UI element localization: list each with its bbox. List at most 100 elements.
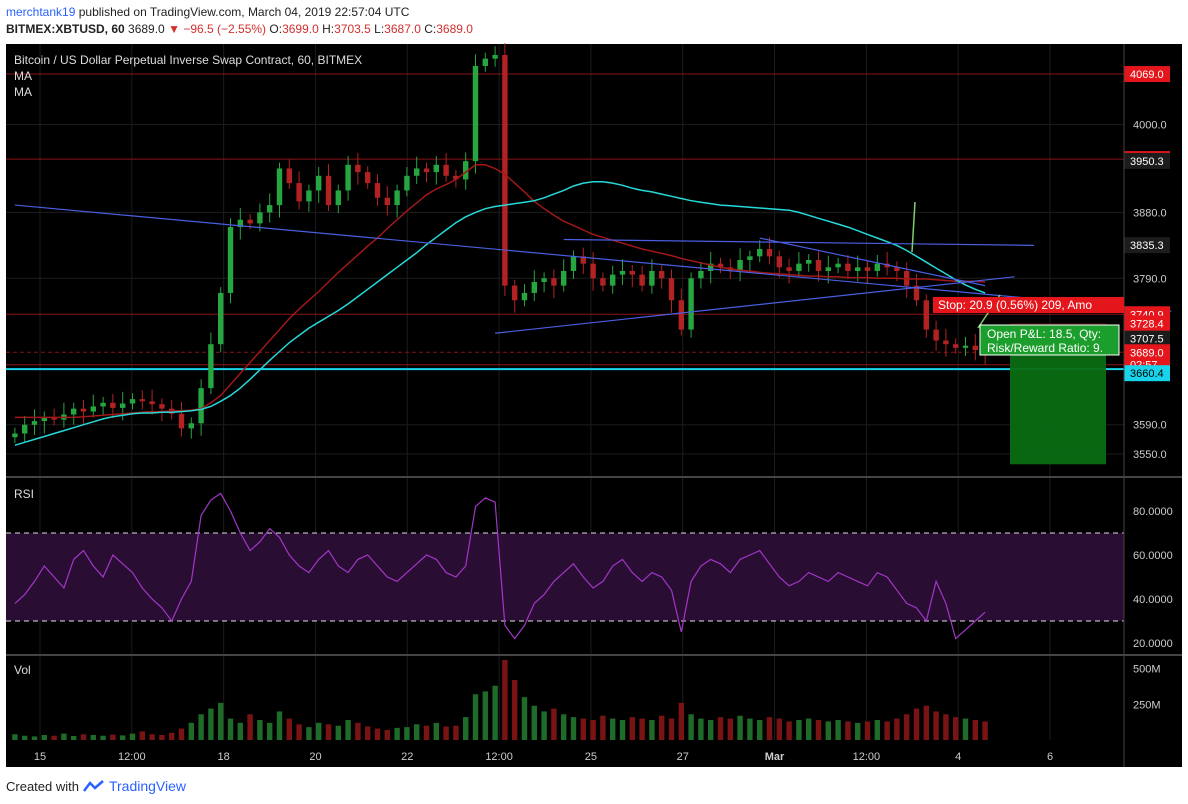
time-tick-label: 12:00 — [853, 751, 881, 763]
low-label: L: — [374, 22, 385, 36]
candle-body — [806, 260, 812, 264]
candle-body — [610, 274, 616, 286]
created-with-label: Created with — [6, 778, 79, 794]
volume-bar — [639, 718, 645, 740]
volume-bar — [512, 680, 518, 740]
volume-bar — [659, 715, 665, 740]
high-value: 3703.5 — [334, 22, 371, 36]
price-axis-marker — [1124, 344, 1170, 361]
chart-canvas[interactable]: 4000.0 3880.0 3790.0 3590.0 3550.0 15 12:00 18 2… — [0, 40, 1188, 767]
chart-title: Bitcoin / US Dollar Perpetual Inverse Sw… — [14, 53, 362, 67]
volume-bar — [796, 720, 802, 740]
volume-bar — [747, 718, 753, 740]
volume-bar — [757, 720, 763, 740]
candle-body — [443, 164, 449, 176]
volume-bar — [306, 727, 312, 740]
moving-averages — [14, 164, 986, 446]
volume-bar — [825, 721, 831, 740]
price-axis-marker-label: 3835.3 — [1130, 240, 1164, 252]
price-axis-marker-label: 3950.3 — [1130, 156, 1164, 168]
price-axis-marker-label: 3660.4 — [1130, 368, 1164, 380]
candle-body — [423, 168, 430, 173]
candle-body — [325, 175, 332, 206]
volume-bar — [835, 720, 841, 740]
volume-bar — [374, 728, 381, 740]
horizontal-levels — [6, 73, 1124, 371]
volume-bar — [502, 660, 508, 740]
volume-bar — [521, 697, 528, 740]
price-axis-marker — [1124, 315, 1170, 332]
trendline — [563, 238, 1035, 246]
candle-body — [825, 267, 831, 271]
volume-bar — [12, 734, 18, 740]
last-price: 3689.0 — [128, 22, 165, 36]
candle-body — [933, 329, 939, 341]
price-axis-marker — [1124, 330, 1170, 347]
volume-bar — [335, 725, 341, 740]
price-change: −96.5 (−2.55%) — [183, 22, 267, 36]
volume-bar — [159, 735, 165, 740]
ma-legend-2: MA — [14, 85, 32, 99]
volume-bar — [286, 718, 292, 740]
price-tick-label: 3790.0 — [1133, 273, 1167, 285]
volume-bar — [855, 722, 861, 740]
candle-body — [22, 424, 28, 434]
rsi-series — [6, 492, 1124, 640]
volume-bar — [913, 708, 920, 740]
price-tick-label: 3880.0 — [1133, 207, 1167, 219]
candle-body — [90, 406, 96, 412]
rsi-band — [6, 533, 1124, 621]
candle-body — [864, 267, 871, 271]
price-tick-label: 3550.0 — [1133, 449, 1167, 461]
rsi-tick-label: 20.0000 — [1133, 638, 1173, 650]
candle-body — [139, 399, 145, 402]
volume-bar — [22, 735, 28, 740]
candle-body — [962, 345, 969, 348]
candle-body — [815, 260, 822, 271]
volume-bar — [61, 733, 67, 740]
author-link[interactable]: merchtank19 — [6, 5, 76, 19]
volume-bar — [31, 736, 38, 740]
risk-reward-label: Risk/Reward Ratio: 9. — [987, 341, 1103, 355]
position-tool[interactable]: Stop: 20.9 (0.56%) 209, Amo Open P&L: 18… — [933, 297, 1124, 356]
candle-body — [227, 227, 234, 293]
candle-body — [717, 263, 724, 268]
open-value: 3699.0 — [282, 22, 319, 36]
volume-bar — [962, 718, 969, 740]
time-tick-label: Mar — [765, 751, 785, 763]
volume-bar — [198, 714, 204, 740]
candle-body — [463, 161, 469, 180]
candle-body — [374, 183, 381, 198]
volume-bar — [276, 711, 283, 740]
publish-date: published on TradingView.com, March 04, … — [78, 5, 410, 19]
trendlines — [14, 201, 1172, 334]
candle-body — [766, 249, 773, 257]
tradingview-brand[interactable]: TradingView — [108, 778, 187, 794]
time-tick-label: 15 — [34, 751, 46, 763]
price-axis-marker-label: 4069.0 — [1130, 69, 1164, 81]
volume-bar — [414, 724, 420, 740]
volume-bar — [296, 724, 302, 740]
rsi-line — [14, 492, 986, 640]
volume-bar — [776, 718, 782, 740]
candle-body — [129, 399, 136, 404]
volume-bar — [580, 718, 586, 740]
volume-bar — [404, 727, 410, 740]
volume-bar — [561, 714, 567, 740]
candle-body — [394, 190, 400, 206]
volume-series — [12, 660, 988, 740]
time-tick-label: 12:00 — [118, 751, 146, 763]
trendline — [759, 237, 986, 287]
rsi-legend: RSI — [14, 487, 34, 501]
candle-body — [316, 175, 322, 191]
candle-body — [737, 260, 743, 271]
candle-body — [306, 190, 312, 202]
volume-bar — [737, 715, 743, 740]
rsi-tick-label: 40.0000 — [1133, 594, 1173, 606]
candle-body — [433, 164, 439, 173]
candle-body — [492, 54, 498, 59]
candle-body — [845, 263, 851, 271]
volume-bar — [325, 724, 332, 740]
candle-body — [365, 172, 371, 184]
footer: Created with TradingView — [6, 778, 186, 794]
